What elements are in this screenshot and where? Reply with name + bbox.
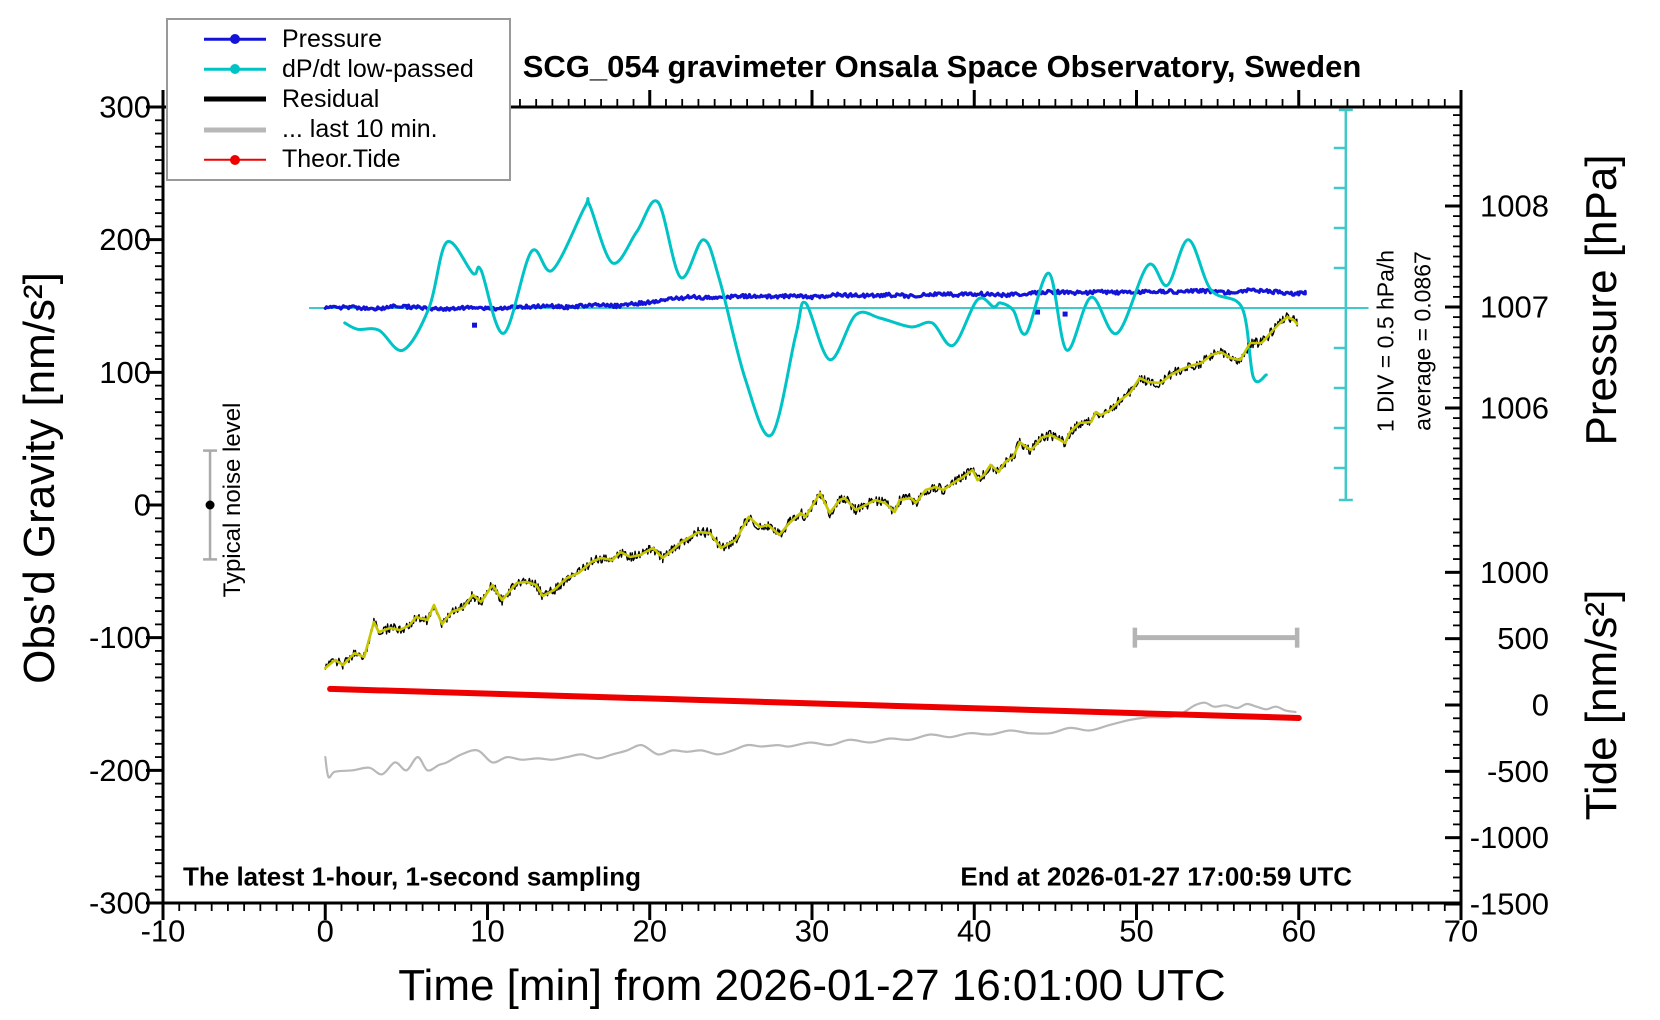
gravity-tick-label: 300 bbox=[99, 90, 151, 125]
tide-tick-label: 500 bbox=[1497, 621, 1549, 656]
legend-label: dP/dt low-passed bbox=[282, 54, 474, 83]
x-tick-label: 20 bbox=[633, 914, 667, 949]
pressure-tick-label: 1007 bbox=[1480, 290, 1549, 325]
tide-tick-label: -1500 bbox=[1470, 887, 1549, 922]
legend-label: ... last 10 min. bbox=[282, 115, 438, 144]
tide-tick-label: -1000 bbox=[1470, 820, 1549, 855]
pressure-tick-label: 1006 bbox=[1480, 391, 1549, 426]
gravity-tick-label: 200 bbox=[99, 222, 151, 257]
x-tick-label: -10 bbox=[141, 914, 186, 949]
legend-item-dpdt: dP/dt low-passed bbox=[168, 55, 509, 83]
x-tick-label: 70 bbox=[1444, 914, 1478, 949]
series-residual_spikes bbox=[324, 312, 1298, 670]
chart-title: SCG_054 gravimeter Onsala Space Observat… bbox=[522, 49, 1362, 84]
tide-tick-label: 0 bbox=[1532, 688, 1549, 723]
tide-axis-title: Tide [nm/s²] bbox=[1577, 589, 1626, 821]
div-scale-annotation: 1 DIV = 0.5 hPa/h bbox=[1372, 249, 1399, 433]
legend-sample-line-dot-icon bbox=[204, 153, 266, 167]
gravity-tick-label: 100 bbox=[99, 355, 151, 390]
legend-sample-line-dot-icon bbox=[204, 32, 266, 46]
gravity-tick-label: 0 bbox=[134, 488, 151, 523]
pressure-axis-title: Pressure [hPa] bbox=[1577, 154, 1626, 446]
legend-item-pressure: Pressure bbox=[168, 25, 509, 53]
series-pressure bbox=[323, 287, 1307, 312]
series-dpdt_lowpassed bbox=[343, 197, 1268, 438]
gravity-tick-label: -200 bbox=[89, 753, 151, 788]
series-pressure-outlier bbox=[1035, 309, 1041, 315]
tide-tick-label: 1000 bbox=[1480, 555, 1549, 590]
legend-item-residual: Residual bbox=[168, 85, 509, 113]
gravity-axis-title: Obs'd Gravity [nm/s²] bbox=[15, 272, 64, 684]
legend-item-last10min: ... last 10 min. bbox=[168, 115, 509, 144]
tide-tick-label: -500 bbox=[1487, 754, 1549, 789]
legend: Pressure dP/dt low-passed Residual ... l… bbox=[166, 18, 511, 181]
series-theor_tide bbox=[327, 685, 1302, 721]
x-tick-label: 50 bbox=[1119, 914, 1153, 949]
legend-sample-thick-line-icon bbox=[204, 92, 266, 106]
series-residual bbox=[324, 315, 1299, 670]
x-tick-label: 60 bbox=[1282, 914, 1316, 949]
x-tick-label: 0 bbox=[317, 914, 334, 949]
noise-level-dot bbox=[205, 500, 215, 510]
x-tick-label: 40 bbox=[957, 914, 991, 949]
noise-level-annotation: Typical noise level bbox=[219, 402, 246, 598]
legend-sample-line-dot-icon bbox=[204, 62, 266, 76]
legend-label: Theor.Tide bbox=[282, 145, 401, 174]
end-time-note: End at 2026-01-27 17:00:59 UTC bbox=[960, 861, 1352, 892]
legend-item-theortide: Theor.Tide bbox=[168, 145, 509, 174]
gravity-tick-label: -300 bbox=[89, 886, 151, 921]
series-pressure-outlier bbox=[472, 322, 478, 328]
x-axis-title: Time [min] from 2026-01-27 16:01:00 UTC bbox=[398, 961, 1226, 1010]
x-tick-label: 10 bbox=[470, 914, 504, 949]
pressure-tick-label: 1008 bbox=[1480, 189, 1549, 224]
legend-label: Pressure bbox=[282, 24, 383, 53]
series-pressure-outlier bbox=[1062, 311, 1068, 317]
legend-label: Residual bbox=[282, 84, 380, 113]
sampling-note: The latest 1-hour, 1-second sampling bbox=[183, 861, 641, 892]
x-tick-label: 30 bbox=[795, 914, 829, 949]
average-annotation: average = 0.0867 bbox=[1409, 251, 1436, 431]
legend-sample-thick-line-icon bbox=[204, 123, 266, 137]
gravity-tick-label: -100 bbox=[89, 620, 151, 655]
